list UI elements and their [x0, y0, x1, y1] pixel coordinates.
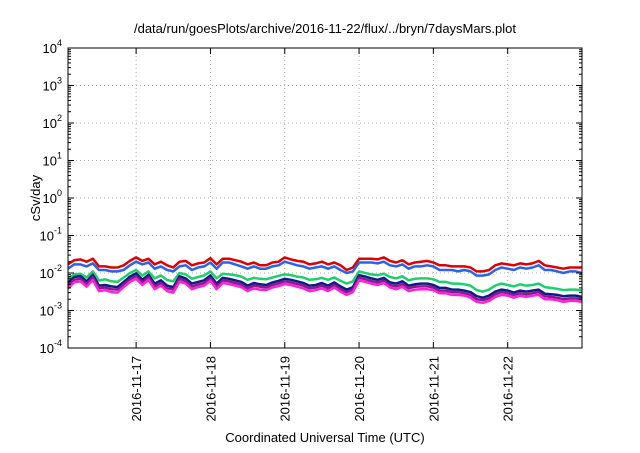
- series-lines: [67, 256, 583, 305]
- x-tick-label: 2016-11-22: [501, 356, 516, 422]
- y-tick-label: 10-4: [40, 338, 62, 356]
- x-axis-ticks: 2016-11-17 2016-11-18 2016-11-19 2016-11-20…: [129, 48, 516, 422]
- y-axis-ticks: 10-4 10-3 10-2 10-1 100 101 102 103 104: [40, 38, 582, 356]
- y-tick-label: 101: [43, 151, 62, 169]
- y-tick-label: 10-2: [40, 263, 62, 281]
- series-line: [67, 277, 583, 305]
- x-tick-label: 2016-11-20: [352, 356, 367, 422]
- x-axis-label: Coordinated Universal Time (UTC): [225, 430, 424, 445]
- series-line: [67, 272, 583, 299]
- chart-title: /data/run/goesPlots/archive/2016-11-22/f…: [134, 21, 516, 36]
- y-tick-label: 104: [43, 38, 62, 56]
- y-axis-label: cSv/day: [28, 174, 43, 221]
- x-tick-label: 2016-11-18: [203, 356, 218, 422]
- y-tick-label: 103: [43, 76, 62, 94]
- series-line: [67, 260, 583, 277]
- y-tick-label: 102: [43, 113, 62, 131]
- y-tick-label: 10-3: [40, 301, 62, 319]
- grid: [68, 48, 582, 348]
- series-line: [67, 268, 583, 293]
- x-tick-label: 2016-11-21: [426, 356, 441, 422]
- series-line: [67, 274, 583, 302]
- series-line: [67, 256, 582, 273]
- y-tick-label: 10-1: [40, 226, 62, 244]
- x-tick-label: 2016-11-17: [129, 356, 144, 422]
- x-tick-label: 2016-11-19: [278, 356, 293, 422]
- y-tick-label: 100: [43, 188, 62, 206]
